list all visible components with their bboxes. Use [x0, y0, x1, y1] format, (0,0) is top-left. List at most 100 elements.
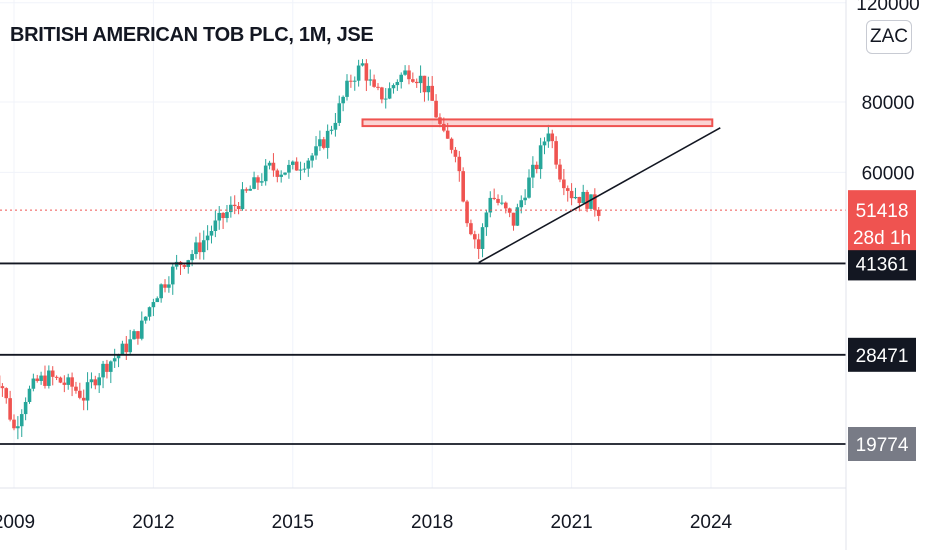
- candle-body: [391, 85, 396, 89]
- candle-body: [170, 266, 175, 285]
- candle-body: [294, 161, 299, 171]
- candle-body: [194, 242, 198, 255]
- candle-body: [201, 240, 206, 253]
- candle-body: [558, 164, 562, 180]
- last-price-label: 51418: [856, 201, 909, 222]
- candle-body: [252, 177, 256, 189]
- resistance-zone: [361, 118, 714, 128]
- candle-body: [167, 284, 171, 288]
- candle-body: [360, 63, 365, 66]
- candle-body: [341, 96, 345, 104]
- y-tick-label: 80000: [862, 93, 915, 114]
- candle-body: [484, 212, 489, 228]
- candle-body: [426, 85, 431, 93]
- candle-body: [35, 378, 40, 381]
- candle-body: [531, 164, 535, 178]
- candle-body: [66, 377, 71, 385]
- candle-body: [422, 75, 427, 93]
- candle-body: [349, 80, 353, 82]
- candle-body: [434, 100, 438, 118]
- candle-body: [333, 122, 338, 130]
- candle-body: [116, 355, 121, 359]
- candle-body: [380, 87, 384, 100]
- candle-body: [163, 284, 167, 288]
- candle-body: [248, 188, 253, 191]
- candle-body: [120, 343, 125, 356]
- candle-body: [438, 117, 442, 124]
- candle-body: [368, 79, 373, 81]
- candle-body: [372, 79, 376, 87]
- candle-body: [356, 65, 361, 81]
- x-tick-label: 2012: [132, 512, 174, 533]
- candle-body: [310, 155, 314, 161]
- candle-body: [97, 377, 101, 386]
- candle-body: [47, 370, 51, 386]
- candle-body: [209, 231, 214, 236]
- candle-body: [445, 130, 450, 139]
- candle-body: [449, 138, 454, 150]
- candle-body: [472, 234, 477, 240]
- candle-body: [225, 212, 229, 219]
- candle-body: [217, 212, 222, 221]
- candle-body: [364, 63, 369, 81]
- candle-body: [151, 302, 156, 308]
- candle-body: [534, 164, 539, 170]
- candle-body: [43, 375, 47, 386]
- candle-body: [221, 212, 225, 219]
- candle-body: [267, 162, 272, 166]
- candle-body: [496, 198, 500, 203]
- candle-body: [387, 88, 392, 99]
- candle-body: [19, 414, 24, 427]
- candle-series: [0, 59, 601, 440]
- candle-body: [329, 129, 334, 131]
- currency-button[interactable]: ZAC: [866, 20, 912, 54]
- candle-body: [414, 81, 419, 84]
- candle-body: [465, 201, 469, 224]
- candle-body: [550, 133, 555, 142]
- candle-body: [4, 388, 9, 399]
- candle-body: [93, 379, 98, 386]
- candle-body: [488, 197, 493, 213]
- candle-body: [232, 204, 237, 207]
- candle-body: [395, 81, 400, 86]
- trendline: [478, 127, 721, 264]
- candle-body: [302, 168, 307, 170]
- candle-body: [407, 70, 411, 80]
- candle-body: [105, 363, 109, 372]
- candle-body: [500, 202, 504, 204]
- grid-lines: [0, 0, 846, 488]
- candle-body: [554, 141, 558, 165]
- candle-body: [469, 223, 473, 235]
- x-tick-label: 2021: [550, 512, 592, 533]
- candle-body: [244, 189, 249, 191]
- candle-body: [147, 307, 152, 317]
- candle-body: [430, 85, 434, 101]
- candle-body: [139, 320, 144, 339]
- level-price-label: 28471: [856, 346, 909, 367]
- candle-body: [279, 174, 283, 177]
- candle-body: [89, 379, 94, 383]
- candle-body: [453, 149, 458, 157]
- candle-body: [85, 382, 90, 401]
- candle-body: [503, 202, 508, 209]
- candle-body: [418, 75, 423, 84]
- y-tick-label: 60000: [862, 163, 915, 184]
- candle-body: [581, 191, 586, 204]
- candle-body: [256, 177, 260, 183]
- candle-body: [240, 189, 245, 210]
- candle-body: [205, 235, 210, 241]
- candle-body: [213, 220, 218, 232]
- candle-body: [577, 196, 582, 204]
- candle-body: [314, 146, 318, 156]
- candle-body: [54, 376, 59, 378]
- drawings-layer: [0, 118, 846, 445]
- x-tick-label: 2015: [272, 512, 314, 533]
- candle-body: [128, 339, 132, 353]
- candle-body: [31, 378, 36, 389]
- candle-body: [492, 197, 496, 199]
- y-tick-label: 120000: [856, 0, 919, 15]
- candle-body: [538, 145, 543, 170]
- level-price-label: 41361: [856, 254, 909, 275]
- candle-body: [403, 70, 407, 75]
